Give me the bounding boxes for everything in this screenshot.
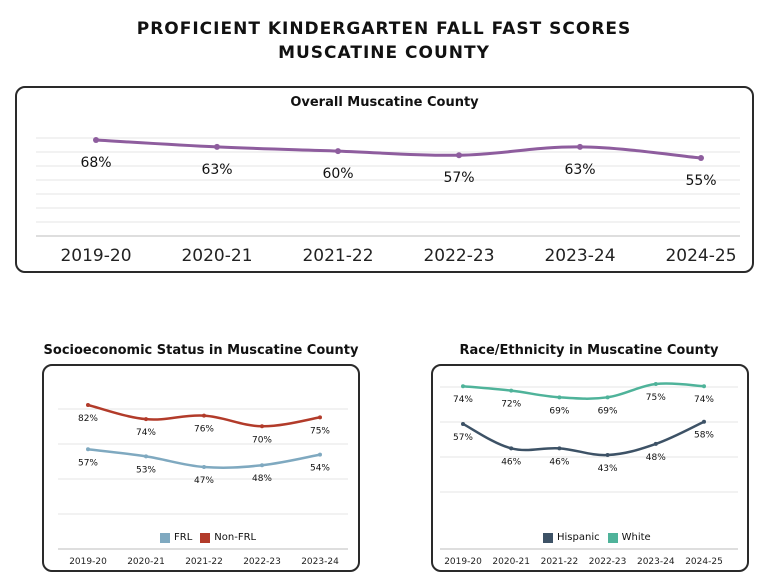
overall-data-label: 57%	[443, 170, 474, 186]
race-data-label: 75%	[646, 393, 666, 403]
socioeconomic-data-label: 75%	[310, 426, 330, 436]
race-x-tick-label: 2022-23	[589, 557, 627, 567]
legend-swatch-frl	[160, 532, 170, 543]
overall-x-tick-label: 2022-23	[423, 246, 494, 266]
race-data-label: 48%	[646, 453, 666, 463]
race-legend: Hispanic White	[543, 532, 651, 543]
socioeconomic-data-point	[202, 413, 206, 418]
race-data-point	[653, 441, 658, 446]
race-data-point	[605, 453, 610, 457]
race-data-label: 43%	[598, 464, 618, 474]
overall-chart-title: Overall Muscatine County	[290, 95, 479, 110]
socioeconomic-x-tick-label: 2023-24	[301, 557, 339, 567]
legend-label-non-frl: Non-FRL	[214, 532, 257, 543]
overall-x-tick-label: 2024-25	[665, 246, 736, 266]
race-data-label: 57%	[453, 433, 473, 443]
race-data-point	[653, 382, 658, 386]
overall-x-tick-label: 2020-21	[181, 246, 252, 266]
race-data-point	[557, 395, 562, 400]
socioeconomic-data-point	[260, 463, 264, 468]
socioeconomic-data-point	[318, 452, 322, 457]
socioeconomic-data-point	[86, 447, 90, 452]
overall-data-label: 68%	[80, 155, 111, 171]
overall-data-point	[698, 155, 704, 161]
overall-x-tick-label: 2019-20	[60, 246, 131, 266]
race-data-label: 69%	[549, 406, 569, 416]
socioeconomic-x-tick-label: 2022-23	[243, 557, 281, 567]
legend-item-hispanic: Hispanic	[543, 532, 600, 543]
overall-data-label: 63%	[564, 162, 595, 178]
socioeconomic-data-label: 57%	[78, 458, 98, 468]
page-title-line-1: PROFICIENT KINDERGARTEN FALL FAST SCORES	[136, 19, 632, 39]
overall-data-point	[214, 143, 220, 150]
overall-data-point	[577, 143, 583, 150]
race-data-point	[605, 395, 610, 400]
socioeconomic-data-label: 74%	[136, 428, 156, 438]
race-data-label: 74%	[453, 395, 473, 405]
race-x-tick-label: 2020-21	[492, 557, 530, 567]
legend-item-white: White	[607, 532, 651, 543]
race-series-line-1	[462, 382, 705, 400]
socioeconomic-data-point	[144, 417, 148, 422]
legend-swatch-hispanic	[543, 532, 553, 543]
race-series-line-0	[462, 420, 705, 457]
race-data-label: 74%	[694, 395, 714, 405]
race-chart-title: Race/Ethnicity in Muscatine County	[459, 343, 719, 358]
socioeconomic-data-label: 76%	[194, 425, 214, 435]
socioeconomic-data-label: 82%	[78, 414, 98, 424]
race-data-point	[461, 421, 465, 426]
socioeconomic-data-label: 70%	[252, 435, 272, 445]
legend-swatch-white	[607, 532, 618, 543]
overall-x-tick-label: 2021-22	[302, 246, 373, 266]
page-title-line-2: MUSCATINE COUNTY	[278, 43, 490, 63]
legend-item-non-frl: Non-FRL	[200, 532, 256, 543]
overall-data-point	[93, 137, 99, 143]
socioeconomic-data-point	[86, 403, 90, 407]
race-data-label: 69%	[598, 406, 618, 416]
race-data-point	[509, 388, 514, 393]
socioeconomic-x-tick-label: 2020-21	[127, 557, 165, 567]
socioeconomic-chart-title: Socioeconomic Status in Muscatine County	[43, 343, 359, 358]
race-data-point	[557, 446, 562, 451]
race-data-point	[509, 446, 514, 451]
race-x-tick-label: 2023-24	[637, 557, 675, 567]
overall-data-label: 60%	[322, 166, 353, 182]
legend-item-frl: FRL	[160, 532, 192, 543]
overall-data-point	[456, 152, 462, 159]
socioeconomic-data-label: 48%	[252, 474, 272, 484]
race-data-label: 72%	[501, 400, 521, 410]
race-data-label: 58%	[694, 431, 714, 441]
overall-data-label: 55%	[685, 173, 716, 189]
socioeconomic-data-label: 53%	[136, 465, 156, 475]
legend-swatch-non-frl	[200, 532, 211, 543]
legend-label-hispanic: Hispanic	[557, 532, 600, 543]
race-data-point	[702, 384, 706, 389]
race-data-point	[461, 384, 465, 389]
overall-series-line-0	[95, 138, 702, 160]
race-data-label: 46%	[501, 457, 521, 467]
race-data-point	[702, 419, 706, 424]
socioeconomic-data-label: 47%	[194, 476, 214, 486]
race-data-label: 46%	[549, 457, 569, 467]
race-x-tick-label: 2021-22	[541, 557, 579, 567]
socioeconomic-data-point	[202, 465, 206, 469]
socioeconomic-x-tick-label: 2019-20	[69, 557, 107, 567]
overall-x-tick-label: 2023-24	[544, 246, 615, 266]
socioeconomic-legend: FRL Non-FRL	[160, 532, 256, 543]
overall-data-label: 63%	[201, 162, 232, 178]
socioeconomic-x-tick-label: 2021-22	[185, 557, 223, 567]
legend-label-frl: FRL	[174, 532, 193, 543]
socioeconomic-data-point	[260, 424, 264, 429]
socioeconomic-data-point	[144, 454, 148, 459]
race-x-tick-label: 2019-20	[444, 557, 482, 567]
race-x-tick-label: 2024-25	[685, 557, 723, 567]
legend-label-white: White	[621, 532, 651, 543]
overall-data-point	[335, 148, 341, 155]
socioeconomic-data-point	[318, 415, 322, 420]
socioeconomic-data-label: 54%	[310, 464, 330, 474]
